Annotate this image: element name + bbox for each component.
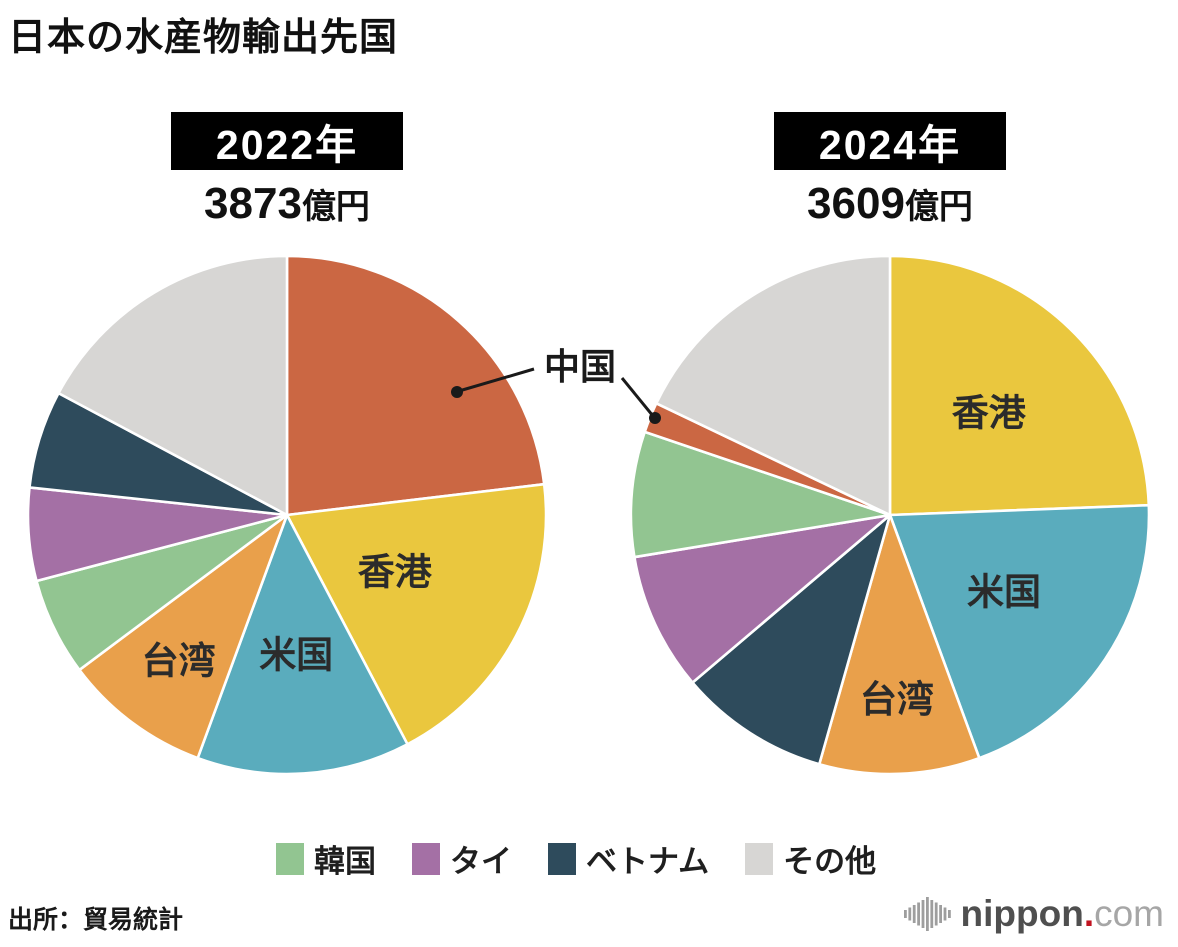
pie-slice-香港 (285, 482, 548, 746)
pie-slice-韓国 (629, 430, 892, 559)
page-title: 日本の水産物輸出先国 (8, 17, 399, 59)
soundwave-icon (903, 897, 951, 931)
logo-tld: com (1094, 893, 1164, 934)
legend-label-thailand: タイ (450, 844, 512, 879)
year-badge-2024: 2024年 (774, 112, 1006, 170)
pie-slice-その他 (655, 254, 892, 517)
nippon-logo: nippon. com (903, 892, 1164, 936)
source-note: 出所：貿易統計 (8, 906, 184, 934)
pie-slice-タイ (633, 513, 892, 684)
total-value-2022: 3873 (204, 179, 302, 228)
slice-label-台湾: 台湾 (142, 639, 216, 681)
logo-text: nippon. com (961, 892, 1164, 936)
slice-label-米国: 米国 (259, 635, 333, 676)
year-badge-2022: 2022年 (171, 112, 403, 170)
legend-swatch-thailand (412, 842, 440, 875)
pie-slice-台湾 (78, 513, 289, 760)
legend-label-others: その他 (783, 844, 877, 879)
annotation-label-china: 中国 (543, 346, 617, 387)
legend-swatch-vietnam (548, 842, 576, 875)
total-unit-2022: 億円 (301, 188, 370, 226)
pie-slice-台湾 (818, 513, 981, 776)
legend-label-korea: 韓国 (314, 844, 376, 879)
pie-slice-ベトナム (691, 513, 892, 766)
slice-label-米国: 米国 (967, 571, 1041, 612)
legend-swatch-others (745, 842, 774, 875)
slice-label-香港: 香港 (358, 552, 433, 593)
total-amount-2024: 3609億円 (628, 182, 1152, 236)
pie-slice-米国 (196, 513, 409, 776)
legend-label-vietnam: ベトナム (586, 844, 710, 879)
legend-item-others: その他 (745, 836, 876, 881)
pie-slice-その他 (57, 254, 289, 517)
slice-label-香港: 香港 (952, 392, 1027, 433)
pie-slice-米国 (888, 503, 1151, 760)
logo-dot: . (1083, 893, 1095, 934)
legend: 韓国 タイ ベトナム その他 (276, 836, 876, 881)
pie-group-2024: 2024年 3609億円 香港米国台湾 (628, 112, 1152, 777)
legend-item-thailand: タイ (412, 836, 512, 881)
total-amount-2022: 3873億円 (25, 182, 549, 236)
legend-item-vietnam: ベトナム (548, 836, 709, 881)
slice-label-台湾: 台湾 (860, 678, 934, 720)
total-unit-2024: 億円 (904, 188, 973, 226)
legend-swatch-korea (276, 842, 304, 875)
pie-slice-香港 (888, 254, 1151, 517)
pie-group-2022: 2022年 3873億円 香港米国 台湾 (25, 112, 549, 777)
logo-brand: nippon (960, 893, 1084, 934)
total-value-2024: 3609 (807, 179, 905, 228)
legend-item-korea: 韓国 (276, 836, 376, 881)
pie-slice-中国 (285, 254, 546, 517)
